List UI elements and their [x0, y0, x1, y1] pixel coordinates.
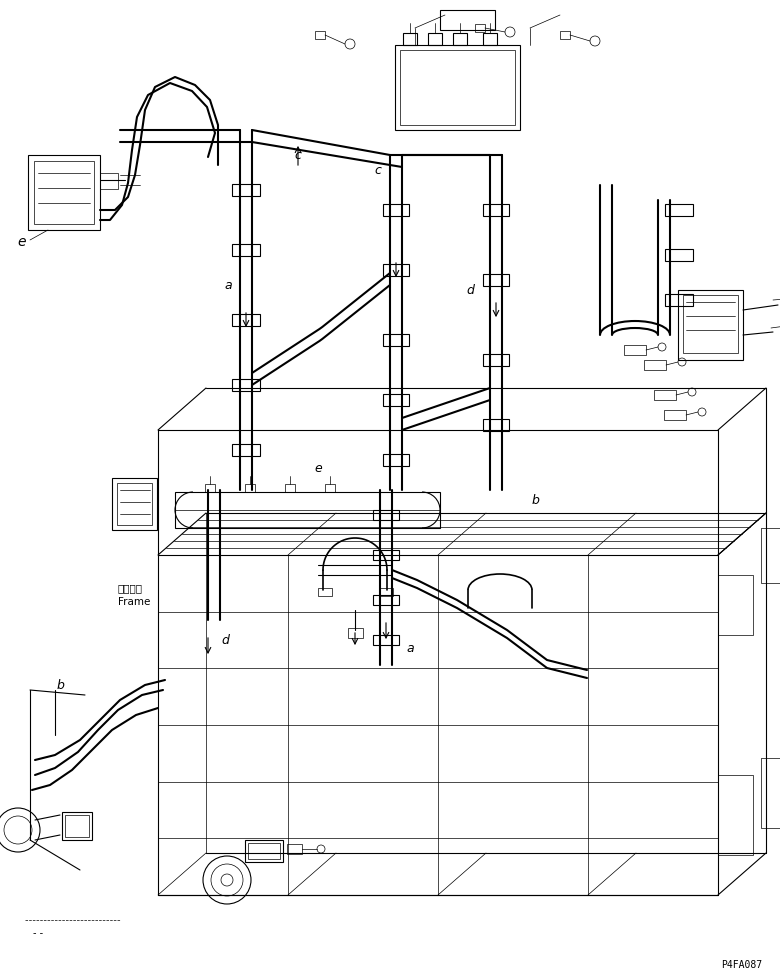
- Bar: [761, 528, 780, 583]
- Bar: [654, 390, 676, 400]
- Text: e: e: [314, 462, 322, 474]
- Bar: [383, 264, 409, 276]
- Text: d: d: [221, 633, 229, 647]
- Text: b: b: [56, 678, 64, 692]
- Text: d: d: [466, 283, 474, 297]
- Bar: [718, 575, 753, 635]
- Bar: [62, 812, 92, 840]
- Bar: [665, 249, 693, 261]
- Text: b: b: [531, 494, 539, 507]
- Bar: [65, 815, 89, 837]
- Bar: [428, 33, 442, 45]
- Text: c: c: [295, 149, 301, 162]
- Bar: [483, 354, 509, 366]
- Bar: [232, 184, 260, 196]
- Bar: [318, 588, 332, 596]
- Bar: [245, 840, 283, 862]
- Bar: [665, 294, 693, 306]
- Bar: [483, 204, 509, 216]
- Bar: [665, 204, 693, 216]
- Bar: [664, 410, 686, 420]
- Text: a: a: [406, 642, 414, 655]
- Bar: [383, 454, 409, 466]
- Bar: [761, 758, 780, 828]
- Bar: [205, 484, 215, 492]
- Bar: [117, 483, 152, 525]
- Bar: [348, 628, 363, 638]
- Bar: [373, 635, 399, 645]
- Bar: [175, 492, 440, 528]
- Text: P4FA087: P4FA087: [721, 960, 762, 970]
- Bar: [28, 155, 100, 230]
- Text: a: a: [224, 278, 232, 291]
- Bar: [453, 33, 467, 45]
- Bar: [403, 33, 417, 45]
- Bar: [373, 510, 399, 520]
- Bar: [315, 31, 325, 39]
- Bar: [325, 484, 335, 492]
- Bar: [383, 334, 409, 346]
- Bar: [232, 244, 260, 256]
- Bar: [232, 314, 260, 326]
- Text: フレーム: フレーム: [118, 583, 143, 593]
- Bar: [245, 484, 255, 492]
- Bar: [683, 295, 738, 353]
- Bar: [483, 33, 497, 45]
- Bar: [624, 345, 646, 355]
- Bar: [373, 550, 399, 560]
- Bar: [34, 161, 94, 224]
- Bar: [560, 31, 570, 39]
- Bar: [718, 775, 753, 855]
- Bar: [232, 444, 260, 456]
- Bar: [287, 844, 302, 854]
- Bar: [483, 419, 509, 431]
- Bar: [383, 394, 409, 406]
- Text: e: e: [18, 235, 27, 249]
- Text: Frame: Frame: [118, 597, 151, 607]
- Bar: [678, 290, 743, 360]
- Text: - -: - -: [33, 928, 43, 938]
- Bar: [232, 379, 260, 391]
- Text: c: c: [374, 164, 381, 176]
- Bar: [475, 24, 485, 32]
- Bar: [395, 45, 520, 130]
- Bar: [248, 843, 280, 859]
- Bar: [100, 173, 118, 189]
- Bar: [483, 274, 509, 286]
- Bar: [379, 588, 393, 596]
- Bar: [644, 360, 666, 370]
- Bar: [373, 595, 399, 605]
- Bar: [112, 478, 157, 530]
- Bar: [383, 204, 409, 216]
- Bar: [285, 484, 295, 492]
- Bar: [400, 50, 515, 125]
- Bar: [440, 10, 495, 30]
